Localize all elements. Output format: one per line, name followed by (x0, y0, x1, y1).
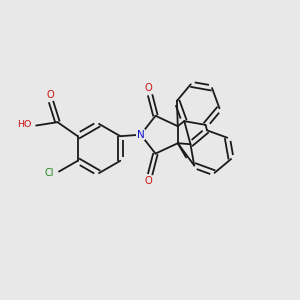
Text: Cl: Cl (45, 168, 54, 178)
Text: O: O (46, 90, 54, 100)
Text: N: N (137, 130, 145, 140)
Text: O: O (145, 83, 152, 93)
Text: HO: HO (18, 120, 32, 129)
Text: O: O (145, 176, 152, 186)
